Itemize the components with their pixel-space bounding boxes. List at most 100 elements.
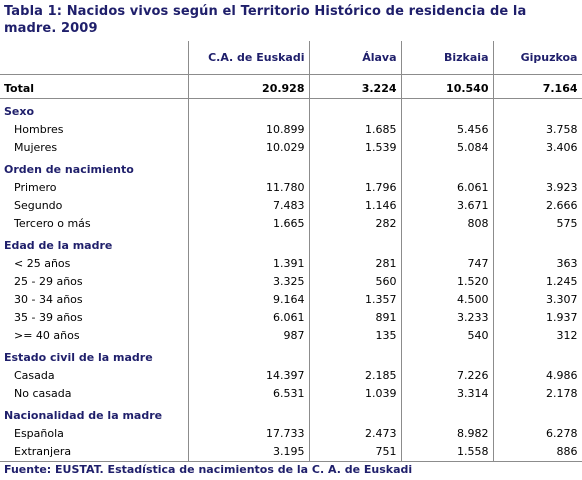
empty-cell bbox=[401, 103, 494, 121]
cell-value: 11.780 bbox=[188, 179, 310, 197]
empty-cell bbox=[401, 349, 494, 367]
section-header-row: Sexo bbox=[0, 103, 582, 121]
row-label: Casada bbox=[0, 367, 189, 385]
cell-value: 1.245 bbox=[493, 273, 582, 291]
empty-cell bbox=[401, 407, 494, 425]
row-label: >= 40 años bbox=[0, 327, 189, 345]
spacer-cell bbox=[401, 98, 494, 103]
section-title: Orden de nacimiento bbox=[0, 161, 189, 179]
cell-value: 1.937 bbox=[493, 309, 582, 327]
cell-value: 8.982 bbox=[401, 425, 494, 443]
source-note: Fuente: EUSTAT. Estadística de nacimient… bbox=[4, 463, 413, 476]
empty-cell bbox=[309, 161, 402, 179]
spacer-cell bbox=[188, 157, 310, 161]
spacer-cell bbox=[401, 233, 494, 237]
spacer-cell bbox=[0, 345, 189, 349]
table-row: 25 - 29 años 3.325 560 1.520 1.245 bbox=[0, 273, 582, 291]
section-header-row: Estado civil de la madre bbox=[0, 349, 582, 367]
section-header-row: Orden de nacimiento bbox=[0, 161, 582, 179]
cell-value: 3.923 bbox=[493, 179, 582, 197]
total-row: Total 20.928 3.224 10.540 7.164 bbox=[0, 80, 582, 99]
cell-value: 3.195 bbox=[188, 443, 310, 462]
empty-cell bbox=[309, 103, 402, 121]
cell-value: 1.685 bbox=[309, 121, 402, 139]
cell-value: 3.233 bbox=[401, 309, 494, 327]
cell-value: 281 bbox=[309, 255, 402, 273]
table-row: Primero 11.780 1.796 6.061 3.923 bbox=[0, 179, 582, 197]
empty-cell bbox=[309, 407, 402, 425]
cell-value: 2.473 bbox=[309, 425, 402, 443]
empty-cell bbox=[493, 237, 582, 255]
cell-value: 560 bbox=[309, 273, 402, 291]
cell-value: 1.796 bbox=[309, 179, 402, 197]
cell-value: 987 bbox=[188, 327, 310, 345]
empty-cell bbox=[188, 103, 310, 121]
total-label: Total bbox=[0, 80, 189, 99]
row-label: Tercero o más bbox=[0, 215, 189, 233]
spacer-cell bbox=[188, 345, 310, 349]
table-row: Mujeres 10.029 1.539 5.084 3.406 bbox=[0, 139, 582, 157]
section-header-row: Nacionalidad de la madre bbox=[0, 407, 582, 425]
cell-value: 3.758 bbox=[493, 121, 582, 139]
table-row: 30 - 34 años 9.164 1.357 4.500 3.307 bbox=[0, 291, 582, 309]
total-value: 7.164 bbox=[493, 80, 582, 99]
table-row: Extranjera 3.195 751 1.558 886 bbox=[0, 443, 582, 462]
cell-value: 5.456 bbox=[401, 121, 494, 139]
section-title: Edad de la madre bbox=[0, 237, 189, 255]
cell-value: 10.029 bbox=[188, 139, 310, 157]
cell-value: 808 bbox=[401, 215, 494, 233]
spacer-cell bbox=[309, 98, 402, 103]
column-header-alava: Álava bbox=[309, 41, 402, 75]
row-label: Mujeres bbox=[0, 139, 189, 157]
cell-value: 5.084 bbox=[401, 139, 494, 157]
cell-value: 7.226 bbox=[401, 367, 494, 385]
table-row: < 25 años 1.391 281 747 363 bbox=[0, 255, 582, 273]
table-row: No casada 6.531 1.039 3.314 2.178 bbox=[0, 385, 582, 403]
table-row: Española 17.733 2.473 8.982 6.278 bbox=[0, 425, 582, 443]
row-label: 30 - 34 años bbox=[0, 291, 189, 309]
cell-value: 282 bbox=[309, 215, 402, 233]
row-label: No casada bbox=[0, 385, 189, 403]
cell-value: 14.397 bbox=[188, 367, 310, 385]
spacer-cell bbox=[188, 403, 310, 407]
spacer-cell bbox=[188, 233, 310, 237]
spacer-cell bbox=[0, 403, 189, 407]
empty-cell bbox=[401, 237, 494, 255]
empty-cell bbox=[188, 349, 310, 367]
cell-value: 6.531 bbox=[188, 385, 310, 403]
table-row: Segundo 7.483 1.146 3.671 2.666 bbox=[0, 197, 582, 215]
empty-cell bbox=[309, 237, 402, 255]
cell-value: 1.558 bbox=[401, 443, 494, 462]
cell-value: 9.164 bbox=[188, 291, 310, 309]
cell-value: 575 bbox=[493, 215, 582, 233]
header-blank bbox=[0, 41, 189, 75]
spacer-cell bbox=[0, 157, 189, 161]
empty-cell bbox=[493, 103, 582, 121]
cell-value: 1.665 bbox=[188, 215, 310, 233]
section-title: Sexo bbox=[0, 103, 189, 121]
cell-value: 7.483 bbox=[188, 197, 310, 215]
row-label: 35 - 39 años bbox=[0, 309, 189, 327]
spacer-cell bbox=[309, 233, 402, 237]
empty-cell bbox=[493, 161, 582, 179]
cell-value: 1.539 bbox=[309, 139, 402, 157]
total-value: 20.928 bbox=[188, 80, 310, 99]
row-label: Hombres bbox=[0, 121, 189, 139]
cell-value: 4.986 bbox=[493, 367, 582, 385]
spacer-cell bbox=[309, 157, 402, 161]
spacer-cell bbox=[0, 98, 189, 103]
cell-value: 3.671 bbox=[401, 197, 494, 215]
cell-value: 3.307 bbox=[493, 291, 582, 309]
section-title: Nacionalidad de la madre bbox=[0, 407, 189, 425]
section-header-row: Edad de la madre bbox=[0, 237, 582, 255]
table-row: 35 - 39 años 6.061 891 3.233 1.937 bbox=[0, 309, 582, 327]
cell-value: 312 bbox=[493, 327, 582, 345]
column-header-bizkaia: Bizkaia bbox=[401, 41, 494, 75]
table-row: >= 40 años 987 135 540 312 bbox=[0, 327, 582, 345]
spacer-cell bbox=[0, 233, 189, 237]
table-title: Tabla 1: Nacidos vivos según el Territor… bbox=[4, 4, 527, 36]
spacer-cell bbox=[188, 98, 310, 103]
spacer-cell bbox=[401, 345, 494, 349]
cell-value: 2.185 bbox=[309, 367, 402, 385]
empty-cell bbox=[188, 237, 310, 255]
